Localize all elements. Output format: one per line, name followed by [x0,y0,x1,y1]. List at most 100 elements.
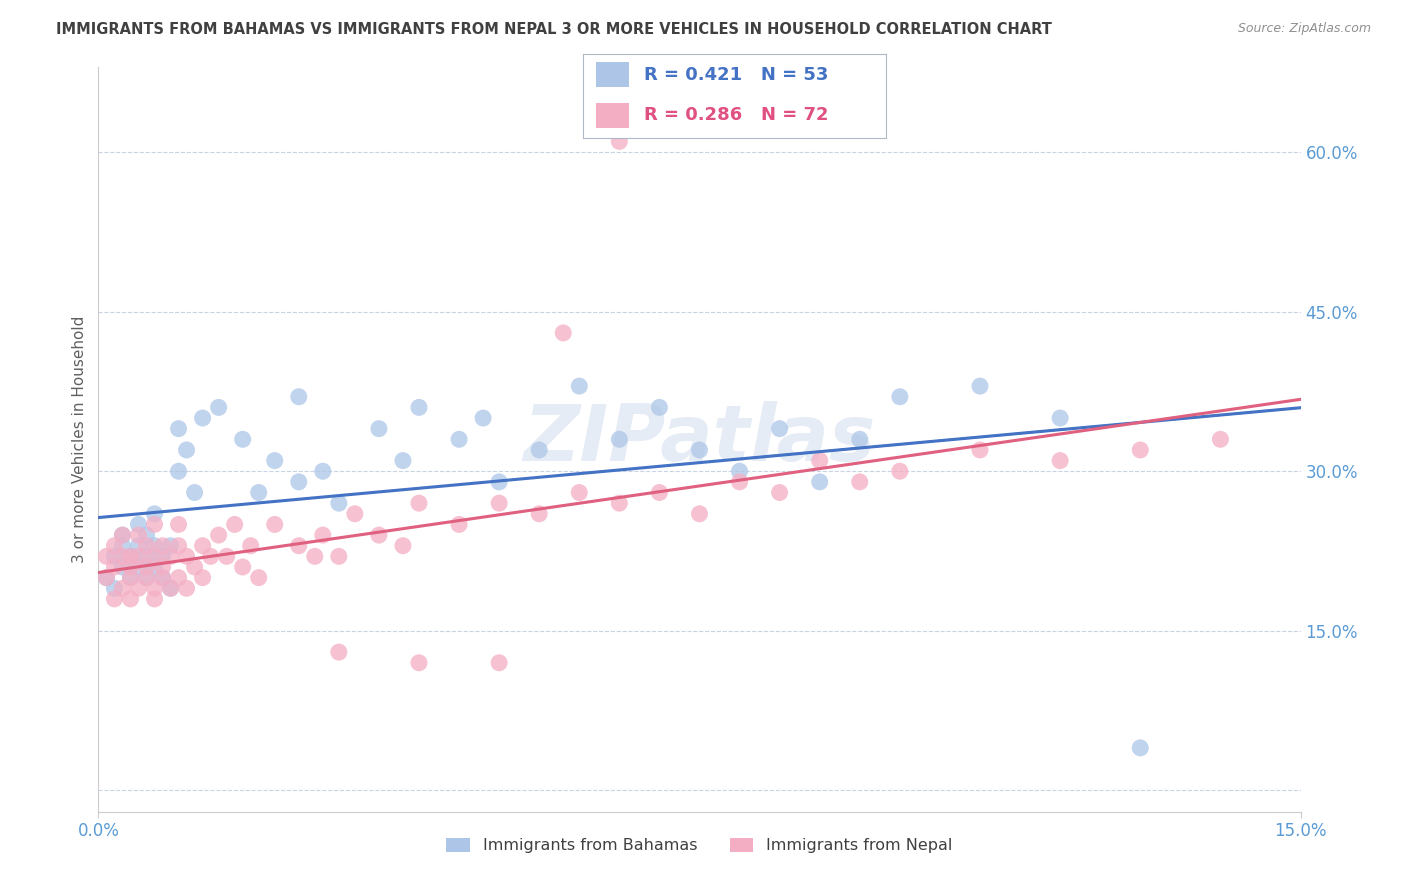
Text: Source: ZipAtlas.com: Source: ZipAtlas.com [1237,22,1371,36]
Point [488,496,510,510]
Point [1049,453,1071,467]
Point [368,528,391,542]
Point [143,560,166,574]
Point [247,571,270,585]
Point [808,453,831,467]
Point [609,135,631,149]
Point [111,528,134,542]
Point [488,656,510,670]
Point [689,507,711,521]
Point [176,549,198,564]
Point [135,560,157,574]
Point [609,496,631,510]
Point [408,496,430,510]
Point [111,560,134,574]
Point [111,528,134,542]
FancyBboxPatch shape [596,62,628,87]
Point [1129,442,1152,457]
Point [152,571,174,585]
Point [288,539,311,553]
Point [143,582,166,596]
Point [128,528,150,542]
Point [648,401,671,415]
Point [120,571,142,585]
Point [183,560,205,574]
Point [96,571,118,585]
Legend: Immigrants from Bahamas, Immigrants from Nepal: Immigrants from Bahamas, Immigrants from… [440,831,959,860]
Point [159,582,181,596]
Text: R = 0.421   N = 53: R = 0.421 N = 53 [644,66,828,84]
Point [96,571,118,585]
Point [648,485,671,500]
Point [111,539,134,553]
Point [889,464,911,478]
Point [152,539,174,553]
Point [447,517,470,532]
Point [128,549,150,564]
Point [167,464,190,478]
Text: R = 0.286   N = 72: R = 0.286 N = 72 [644,106,828,124]
Point [120,591,142,606]
Point [392,453,415,467]
Point [728,464,751,478]
Point [152,549,174,564]
Point [143,591,166,606]
Text: IMMIGRANTS FROM BAHAMAS VS IMMIGRANTS FROM NEPAL 3 OR MORE VEHICLES IN HOUSEHOLD: IMMIGRANTS FROM BAHAMAS VS IMMIGRANTS FR… [56,22,1052,37]
Point [232,560,254,574]
Point [128,582,150,596]
Point [128,560,150,574]
Point [159,582,181,596]
Point [200,549,222,564]
Point [529,507,551,521]
Point [568,485,591,500]
Point [328,496,350,510]
Point [239,539,262,553]
Point [96,549,118,564]
Point [472,411,495,425]
Point [224,517,246,532]
Point [447,433,470,447]
Point [263,517,285,532]
Point [343,507,366,521]
Point [288,475,311,489]
Point [408,656,430,670]
Point [120,571,142,585]
Point [808,475,831,489]
Point [135,571,157,585]
Point [553,326,575,340]
Point [191,571,214,585]
Point [143,507,166,521]
Point [159,549,181,564]
Point [120,560,142,574]
Point [111,582,134,596]
Point [208,401,231,415]
Point [328,645,350,659]
Text: ZIPatlas: ZIPatlas [523,401,876,477]
Point [889,390,911,404]
Point [568,379,591,393]
Point [609,433,631,447]
Point [215,549,238,564]
Point [152,571,174,585]
Y-axis label: 3 or more Vehicles in Household: 3 or more Vehicles in Household [72,316,87,563]
Point [769,422,792,436]
Point [143,517,166,532]
Point [167,517,190,532]
Point [103,549,125,564]
Point [408,401,430,415]
Point [191,539,214,553]
Point [1209,433,1232,447]
Point [328,549,350,564]
Point [288,390,311,404]
Point [392,539,415,553]
Point [849,475,872,489]
Point [247,485,270,500]
Point [135,539,157,553]
Point [368,422,391,436]
Point [263,453,285,467]
Point [728,475,751,489]
Point [167,571,190,585]
Point [488,475,510,489]
Point [152,560,174,574]
Point [304,549,326,564]
